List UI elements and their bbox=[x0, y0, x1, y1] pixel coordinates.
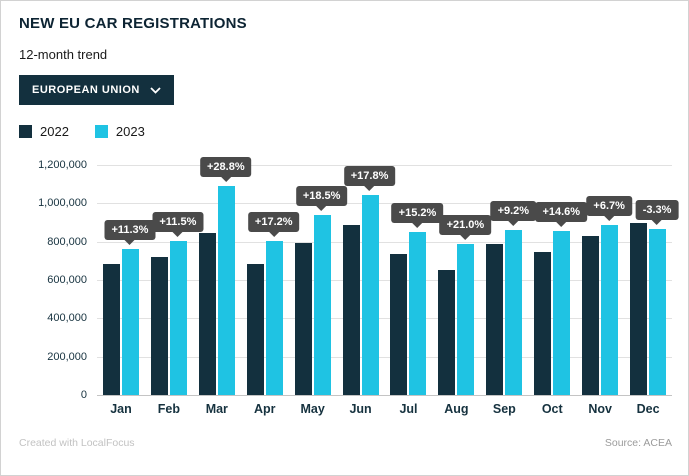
bar-group-feb: +11.5% bbox=[145, 165, 204, 395]
source-text: Source: ACEA bbox=[604, 437, 672, 449]
bar-2023-aug[interactable] bbox=[457, 244, 475, 395]
change-label: +11.5% bbox=[152, 212, 204, 233]
x-axis-tick-label: Sep bbox=[492, 402, 516, 416]
bar-2023-mar[interactable] bbox=[217, 186, 235, 395]
y-axis-tick-label: 800,000 bbox=[47, 235, 87, 248]
bar-group-apr: +17.2% bbox=[241, 165, 300, 395]
change-label: +21.0% bbox=[439, 215, 492, 236]
gridline bbox=[97, 395, 672, 396]
change-label: +15.2% bbox=[391, 202, 444, 223]
credit-text: Created with LocalFocus bbox=[19, 437, 135, 449]
bar-group-nov: +6.7% bbox=[576, 165, 632, 395]
y-axis-tick-label: 400,000 bbox=[47, 312, 87, 325]
bar-group-jul: +15.2% bbox=[385, 165, 444, 395]
legend-swatch-2022 bbox=[19, 125, 32, 138]
x-axis-tick-label: Oct bbox=[541, 402, 563, 416]
bar-2022-jul[interactable] bbox=[390, 253, 408, 395]
y-axis-tick-label: 600,000 bbox=[47, 274, 87, 286]
bar-2022-apr[interactable] bbox=[246, 263, 264, 395]
bar-2022-aug[interactable] bbox=[438, 270, 456, 395]
bar-2023-nov[interactable] bbox=[601, 225, 619, 395]
x-axis-tick-label: Dec bbox=[636, 402, 660, 416]
chart-subtitle: 12-month trend bbox=[19, 47, 108, 62]
bar-2022-may[interactable] bbox=[294, 243, 312, 395]
chevron-down-icon bbox=[150, 86, 161, 94]
bar-2023-jun[interactable] bbox=[361, 194, 379, 395]
gridline bbox=[97, 241, 672, 243]
bar-2023-feb[interactable] bbox=[169, 241, 187, 395]
x-axis-tick-label: May bbox=[300, 402, 325, 416]
bar-2023-may[interactable] bbox=[313, 215, 331, 395]
legend-label-2022: 2022 bbox=[40, 124, 69, 139]
bar-2022-oct[interactable] bbox=[534, 252, 552, 395]
x-axis-tick-label: Feb bbox=[157, 402, 180, 416]
x-axis-tick-label: Aug bbox=[444, 402, 469, 416]
legend-item-2023: 2023 bbox=[94, 124, 145, 139]
y-axis-tick-label: 200,000 bbox=[47, 350, 87, 363]
gridline bbox=[97, 280, 672, 281]
page-title: NEW EU CAR REGISTRATIONS bbox=[19, 15, 247, 32]
x-axis-tick-label: Apr bbox=[253, 402, 276, 416]
bar-2022-jan[interactable] bbox=[102, 264, 120, 395]
bar-2023-sep[interactable] bbox=[505, 229, 523, 395]
legend: 2022 2023 bbox=[19, 124, 672, 139]
bar-2022-jun[interactable] bbox=[342, 225, 360, 395]
legend-item-2022: 2022 bbox=[19, 124, 69, 139]
bar-group-aug: +21.0% bbox=[432, 165, 492, 395]
change-label: +28.8% bbox=[199, 157, 252, 178]
bar-group-jun: +17.8% bbox=[337, 165, 396, 395]
bar-2023-apr[interactable] bbox=[265, 240, 283, 395]
bar-chart: 1,200,000 1,000,000 800,000 600,000 400,000 2… bbox=[19, 157, 679, 423]
bar-2022-mar[interactable] bbox=[198, 233, 216, 395]
bar-group-sep: +9.2% bbox=[480, 165, 537, 395]
change-label: +18.5% bbox=[295, 186, 348, 207]
x-axis-tick-label: Jun bbox=[349, 402, 372, 416]
bar-2023-jan[interactable] bbox=[121, 249, 139, 395]
bar-group-dec: -3.3% bbox=[624, 165, 679, 395]
bar-group-mar: +28.8% bbox=[193, 157, 252, 395]
x-axis-tick-label: Jul bbox=[399, 402, 418, 416]
gridline bbox=[97, 356, 672, 358]
bar-2022-feb[interactable] bbox=[150, 257, 168, 395]
legend-swatch-2023 bbox=[94, 125, 108, 138]
plot-area: +11.3% +11.5% +28.8% +17.2% +18.5% +17.8% +15.… bbox=[97, 157, 679, 396]
legend-label-2023: 2023 bbox=[115, 124, 145, 139]
x-axis: Jan Feb Mar Apr May Jun Jul Aug Sep Oct Nov Dec bbox=[97, 395, 672, 423]
change-label: +6.7% bbox=[586, 196, 632, 217]
bar-2022-sep[interactable] bbox=[486, 243, 504, 395]
y-axis: 1,200,000 1,000,000 800,000 600,000 400,000 2… bbox=[19, 159, 87, 401]
x-axis-tick-label: Nov bbox=[588, 402, 612, 416]
change-label: +14.6% bbox=[535, 202, 588, 223]
y-axis-tick-label: 1,000,000 bbox=[38, 197, 87, 210]
bar-2023-dec[interactable] bbox=[649, 228, 667, 395]
bar-group-jan: +11.3% bbox=[97, 165, 156, 395]
region-dropdown[interactable]: EUROPEAN UNION bbox=[19, 75, 174, 105]
change-label: +9.2% bbox=[490, 200, 537, 221]
change-label: +17.2% bbox=[247, 211, 300, 232]
region-dropdown-label: EUROPEAN UNION bbox=[32, 84, 140, 96]
x-axis-tick-label: Jan bbox=[110, 402, 132, 416]
gridline bbox=[97, 318, 672, 320]
change-label: +11.3% bbox=[104, 220, 156, 241]
y-axis-tick-label: 0 bbox=[80, 389, 87, 401]
y-axis-tick-label: 1,200,000 bbox=[38, 159, 87, 171]
gridline bbox=[97, 203, 672, 205]
bar-2023-jul[interactable] bbox=[409, 231, 427, 395]
bar-2023-oct[interactable] bbox=[553, 231, 571, 395]
bar-group-may: +18.5% bbox=[289, 165, 348, 395]
bar-group-oct: +14.6% bbox=[528, 165, 588, 395]
change-label: -3.3% bbox=[635, 199, 679, 220]
change-label: +17.8% bbox=[343, 165, 396, 186]
footer: Created with LocalFocus Source: ACEA bbox=[19, 437, 672, 449]
bar-2022-nov[interactable] bbox=[582, 235, 600, 395]
bar-2022-dec[interactable] bbox=[630, 223, 648, 395]
x-axis-tick-label: Mar bbox=[205, 402, 228, 416]
